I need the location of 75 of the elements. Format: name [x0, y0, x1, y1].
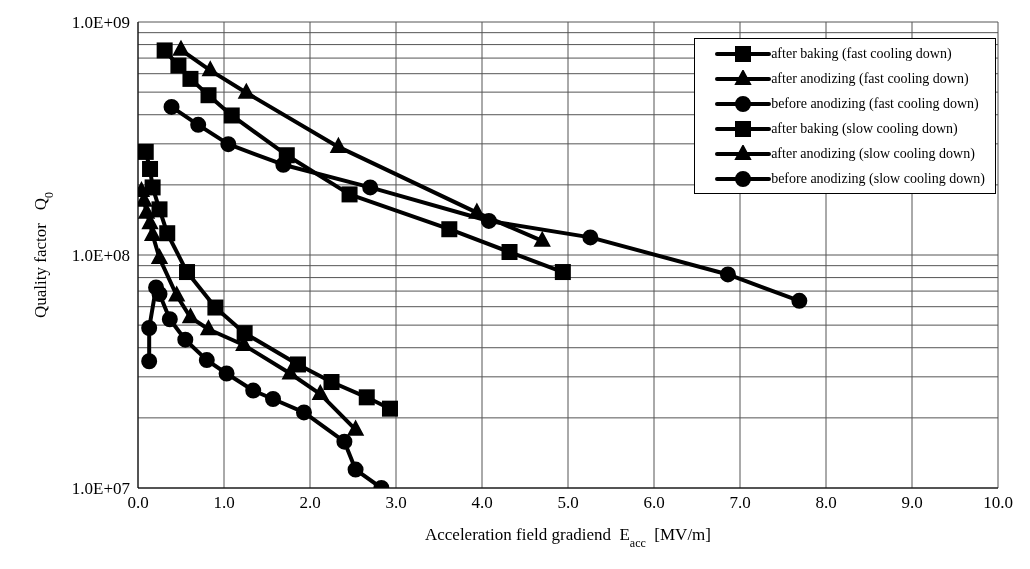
point: [141, 353, 158, 370]
x-tick-label: 3.0: [385, 493, 407, 513]
point: [163, 98, 180, 115]
point: [275, 156, 292, 173]
point: [144, 179, 161, 196]
point: [170, 57, 187, 74]
point: [282, 364, 299, 380]
x-tick-label: 9.0: [901, 493, 923, 513]
legend-label: after anodizing (slow cooling down): [771, 145, 975, 162]
x-tick-label: 10.0: [983, 493, 1013, 513]
point: [177, 331, 194, 348]
y-tick-label: 1.0E+08: [71, 246, 130, 266]
point: [141, 320, 158, 337]
x-tick-label: 4.0: [471, 493, 493, 513]
point: [265, 390, 282, 407]
x-tick-label: 8.0: [815, 493, 837, 513]
point: [245, 382, 262, 399]
x-tick-label: 1.0: [213, 493, 235, 513]
point: [223, 107, 240, 124]
y-tick-label: 1.0E+09: [71, 13, 130, 33]
point: [198, 352, 215, 369]
x-axis-title: Acceleration field gradiend E$_{acc}$ [MV/m]: [424, 525, 712, 550]
legend-label: before anodizing (fast cooling down): [771, 95, 979, 112]
point: [200, 320, 217, 336]
point: [202, 61, 219, 77]
point: [534, 231, 551, 247]
point: [501, 244, 518, 261]
point: [381, 400, 398, 417]
point: [182, 308, 199, 324]
x-tick-label: 2.0: [299, 493, 321, 513]
point: [554, 264, 571, 281]
x-tick-label: 5.0: [557, 493, 579, 513]
point: [156, 42, 173, 59]
point: [151, 201, 168, 218]
legend-label: after anodizing (fast cooling down): [771, 70, 969, 87]
point: [791, 292, 808, 309]
point: [218, 365, 235, 382]
point: [161, 311, 178, 328]
legend-label: before anodizing (slow cooling down): [771, 170, 985, 187]
point: [138, 143, 154, 160]
point: [362, 179, 379, 196]
point: [207, 299, 224, 316]
x-tick-label: 7.0: [729, 493, 751, 513]
x-tick-label: 6.0: [643, 493, 665, 513]
point: [151, 286, 168, 303]
point: [468, 203, 485, 219]
point: [323, 374, 340, 391]
point: [312, 385, 329, 401]
point: [330, 137, 347, 153]
legend-label: after baking (slow cooling down): [771, 120, 958, 137]
point: [168, 286, 185, 302]
point: [142, 160, 159, 177]
point: [719, 266, 736, 283]
point: [441, 221, 458, 238]
point: [151, 249, 168, 265]
x-tick-label: 0.0: [127, 493, 149, 513]
point: [179, 264, 196, 281]
point: [480, 212, 497, 229]
point: [159, 225, 176, 242]
point: [347, 420, 364, 436]
point: [341, 186, 358, 203]
point: [238, 83, 255, 99]
point: [358, 389, 375, 406]
point: [289, 356, 306, 373]
point: [295, 404, 312, 421]
point: [236, 325, 253, 342]
legend-label: after baking (fast cooling down): [771, 45, 952, 62]
point: [347, 461, 364, 478]
point: [220, 136, 237, 153]
point: [336, 433, 353, 450]
point: [190, 116, 207, 133]
point: [582, 229, 599, 246]
point: [182, 70, 199, 87]
point: [173, 40, 189, 56]
point: [200, 87, 217, 104]
